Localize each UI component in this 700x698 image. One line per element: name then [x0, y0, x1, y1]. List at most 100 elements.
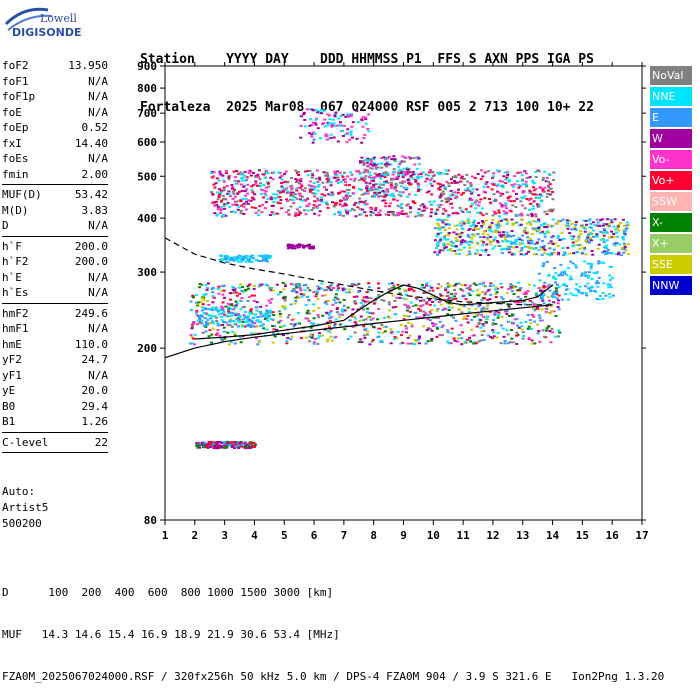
echo-point [212, 175, 216, 178]
echo-point [414, 296, 418, 299]
echo-point [532, 205, 536, 208]
echo-point [308, 124, 312, 127]
echo-point [241, 320, 245, 323]
echo-point [384, 205, 388, 208]
echo-point [305, 108, 309, 111]
echo-point [550, 210, 554, 213]
echo-point [533, 304, 537, 307]
echo-point [366, 157, 370, 160]
echo-point [220, 258, 224, 261]
echo-point [380, 323, 384, 326]
echo-point [587, 287, 591, 290]
echo-point [267, 299, 271, 302]
echo-point [424, 312, 428, 315]
echo-point [469, 184, 473, 187]
echo-point [303, 118, 307, 121]
echo-point [572, 235, 576, 238]
echo-point [250, 188, 254, 191]
echo-point [243, 441, 247, 444]
echo-point [266, 172, 270, 175]
echo-point [347, 115, 351, 118]
echo-point [509, 299, 513, 302]
echo-point [574, 264, 578, 267]
echo-point [446, 169, 450, 172]
echo-point [413, 215, 417, 218]
echo-point [386, 172, 390, 175]
echo-point [190, 309, 194, 312]
echo-point [264, 186, 268, 189]
echo-point [265, 304, 269, 307]
echo-point [447, 234, 451, 237]
echo-point [494, 292, 498, 295]
echo-point [437, 251, 441, 254]
echo-point [542, 289, 546, 292]
echo-point [283, 305, 287, 308]
param-row: h`Es N/A [2, 285, 108, 301]
echo-point [217, 309, 221, 312]
echo-point [202, 312, 206, 315]
echo-point [608, 266, 612, 269]
echo-point [438, 240, 442, 243]
echo-point [617, 223, 621, 226]
echo-point [215, 444, 219, 447]
echo-point [232, 170, 236, 173]
echo-point [252, 294, 256, 297]
echo-point [453, 249, 457, 252]
echo-point [623, 243, 627, 246]
echo-point [246, 287, 250, 290]
echo-point [608, 296, 612, 299]
echo-point [326, 175, 330, 178]
param-name: yF2 [2, 353, 22, 366]
echo-point [422, 286, 426, 289]
echo-point [444, 197, 448, 200]
echo-point [272, 325, 276, 328]
echo-point [222, 207, 226, 210]
echo-point [602, 282, 606, 285]
echo-point [522, 300, 526, 303]
x-tick-label: 8 [370, 529, 377, 542]
echo-point [626, 224, 630, 227]
echo-point [229, 258, 233, 261]
param-value: N/A [88, 286, 108, 299]
echo-point [215, 203, 219, 206]
echo-point [338, 203, 342, 206]
echo-point [328, 331, 332, 334]
echo-point [389, 178, 393, 181]
echo-point [404, 173, 408, 176]
echo-point [561, 284, 565, 287]
echo-point [505, 291, 509, 294]
echo-point [586, 282, 590, 285]
echo-point [450, 332, 454, 335]
echo-point [444, 287, 448, 290]
echo-point [473, 315, 477, 318]
echo-point [224, 214, 228, 217]
echo-point [372, 194, 376, 197]
echo-point [597, 262, 601, 265]
echo-point [555, 291, 559, 294]
echo-point [458, 308, 462, 311]
echo-point [310, 108, 314, 111]
echo-point [371, 312, 375, 315]
echo-point [295, 286, 299, 289]
echo-point [531, 181, 535, 184]
echo-point [213, 315, 217, 318]
echo-point [347, 189, 351, 192]
echo-point [392, 168, 396, 171]
echo-point [573, 251, 577, 254]
echo-point [271, 325, 275, 328]
echo-point [299, 136, 303, 139]
echo-point [266, 180, 270, 183]
echo-point [485, 318, 489, 321]
echo-point [311, 131, 315, 134]
echo-point [392, 198, 396, 201]
echo-point [549, 240, 553, 243]
echo-point [326, 113, 330, 116]
param-name: foF1p [2, 90, 36, 103]
echo-point [522, 292, 526, 295]
echo-point [605, 247, 609, 250]
legend-item-noval: NoVal [650, 66, 692, 85]
echo-point [278, 196, 282, 199]
lowell-digisonde-logo: Lowell DIGISONDE [4, 4, 84, 40]
echo-point [318, 210, 322, 213]
echo-point [455, 195, 459, 198]
